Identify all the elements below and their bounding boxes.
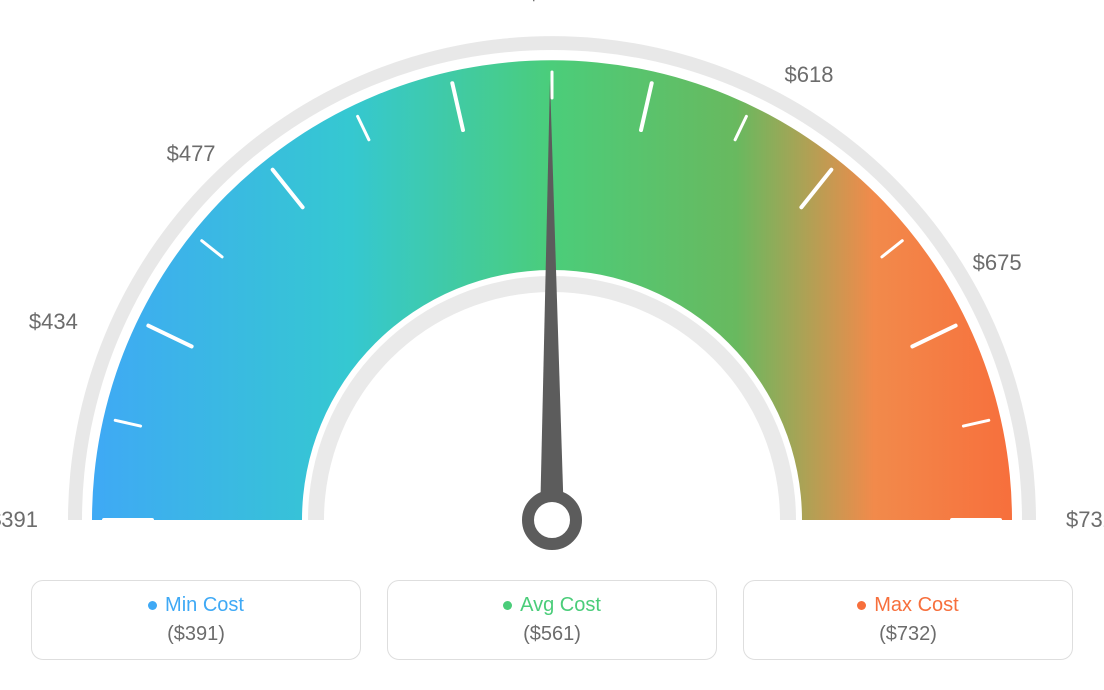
legend-value-avg: ($561) (523, 623, 581, 646)
legend: Min Cost ($391) Avg Cost ($561) Max Cost… (0, 580, 1104, 660)
tick-label: $391 (0, 507, 38, 533)
legend-title-max: Max Cost (857, 594, 958, 617)
legend-dot-min (148, 601, 157, 610)
legend-value-max: ($732) (879, 623, 937, 646)
legend-dot-avg (503, 601, 512, 610)
legend-dot-max (857, 601, 866, 610)
legend-label-max: Max Cost (874, 594, 958, 617)
tick-label: $561 (528, 0, 577, 6)
tick-label: $675 (973, 250, 1022, 276)
legend-card-avg: Avg Cost ($561) (387, 580, 717, 660)
legend-card-min: Min Cost ($391) (31, 580, 361, 660)
gauge-svg (0, 0, 1104, 560)
tick-label: $732 (1066, 507, 1104, 533)
legend-value-min: ($391) (167, 623, 225, 646)
legend-title-min: Min Cost (148, 594, 244, 617)
legend-label-min: Min Cost (165, 594, 244, 617)
cost-gauge-chart: $391 $434 $477 $561 $618 $675 $732 Min Cost ($… (0, 0, 1104, 690)
tick-label: $477 (167, 141, 216, 167)
legend-title-avg: Avg Cost (503, 594, 601, 617)
tick-label: $434 (29, 309, 78, 335)
legend-label-avg: Avg Cost (520, 594, 601, 617)
gauge-area: $391 $434 $477 $561 $618 $675 $732 (0, 0, 1104, 560)
tick-label: $618 (785, 62, 834, 88)
legend-card-max: Max Cost ($732) (743, 580, 1073, 660)
